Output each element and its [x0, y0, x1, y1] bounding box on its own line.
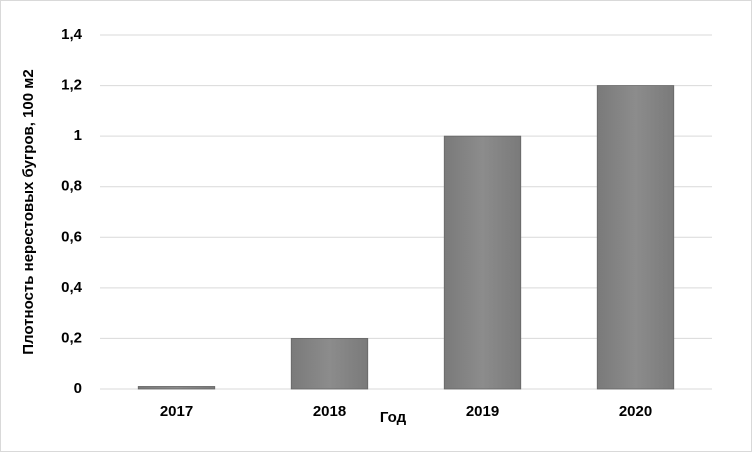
x-tick-label: 2020: [619, 403, 652, 420]
y-tick-label: 1,4: [61, 26, 83, 43]
bar: [443, 135, 522, 390]
bar: [596, 85, 675, 390]
y-tick-label: 0,2: [61, 329, 82, 346]
y-tick-label: 0,6: [61, 228, 82, 245]
y-tick-label: 1,2: [61, 77, 82, 94]
bar: [137, 386, 216, 390]
x-axis-title: Год: [380, 409, 407, 426]
y-tick-label: 0: [74, 380, 82, 397]
y-tick-label: 0,8: [61, 178, 82, 195]
x-tick-label: 2018: [313, 403, 346, 420]
y-axis-title: Плотность нерестовых бугров, 100 м2: [20, 69, 37, 354]
bar: [290, 338, 369, 390]
y-tick-label: 1: [74, 127, 82, 144]
x-tick-label: 2017: [160, 403, 193, 420]
y-tick-label: 0,4: [61, 279, 83, 296]
x-tick-label: 2019: [466, 403, 499, 420]
